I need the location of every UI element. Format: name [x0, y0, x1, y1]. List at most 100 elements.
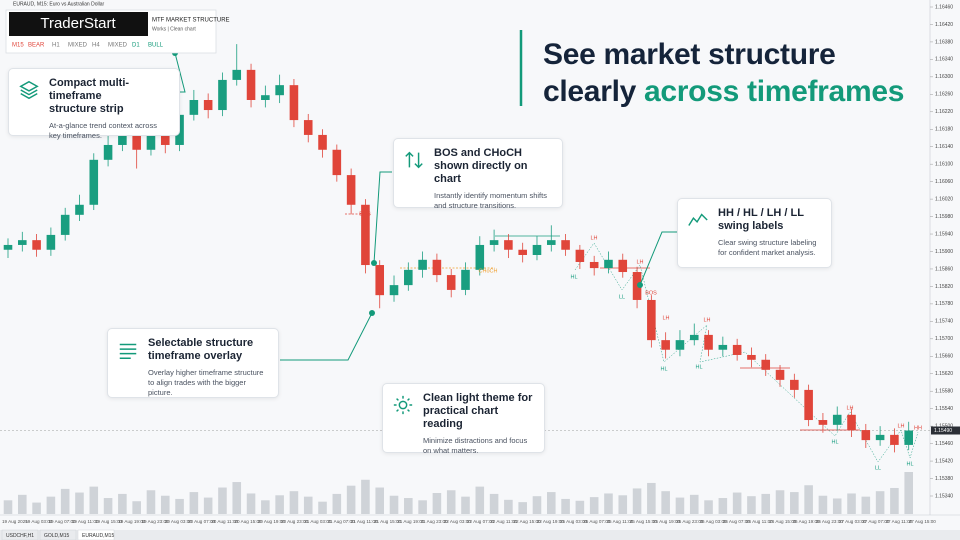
structure-label: HL: [660, 366, 667, 372]
volume-bar: [890, 487, 899, 514]
volume-bar: [32, 502, 41, 514]
structure-label: BOS: [359, 211, 371, 217]
candle-body: [689, 334, 699, 341]
candle-body: [89, 159, 99, 205]
volume-bar: [689, 494, 699, 514]
candle-body: [804, 389, 813, 421]
volume-bar: [46, 496, 56, 514]
title-line: structure strip: [49, 103, 124, 115]
brand-badge: [9, 12, 148, 36]
volume-bar: [632, 488, 642, 514]
volume-bar: [546, 492, 556, 514]
candle-body: [890, 434, 899, 445]
y-tick-label: 1.15340: [935, 493, 953, 499]
y-tick-label: 1.16260: [935, 92, 953, 98]
tab-label[interactable]: USDCHF,H1: [6, 533, 34, 539]
current-price-box: [931, 426, 960, 435]
volume-bar: [661, 491, 670, 514]
candle-body: [275, 85, 284, 96]
candle-body: [618, 259, 628, 273]
structure-label: LL: [875, 465, 881, 471]
candle-body: [375, 265, 385, 296]
volume-bar: [389, 495, 399, 514]
volume-bar: [3, 500, 13, 514]
y-tick-label: 1.16300: [935, 74, 953, 80]
volume-bar: [246, 493, 256, 514]
structure-label: LH: [662, 315, 669, 321]
tab-label[interactable]: GOLD,M15: [44, 533, 70, 539]
x-tick-label: 19 Aug 07:00: [49, 519, 77, 524]
candle-body: [160, 130, 170, 145]
volume-bar: [75, 492, 84, 514]
x-tick-label: 19 Aug 23:00: [142, 519, 170, 524]
title-line: BOS and CHoCH: [434, 147, 522, 159]
volume-bar: [375, 487, 385, 514]
candle-body: [46, 234, 56, 250]
x-tick-label: 21 Aug 07:00: [328, 519, 356, 524]
volume-bar: [818, 495, 828, 514]
y-tick-label: 1.15660: [935, 354, 953, 360]
y-tick-label: 1.15820: [935, 284, 953, 290]
structure-label: LL: [619, 294, 625, 300]
x-tick-label: 25 Aug 15:00: [630, 519, 658, 524]
candle-body: [747, 354, 756, 360]
callout-body: Instantly identify momentum shifts and st…: [434, 191, 554, 211]
connectors: [174, 52, 677, 361]
candle-body: [75, 204, 84, 215]
structure-label: CHoCH: [479, 268, 498, 274]
x-tick-label: 25 Aug 03:00: [560, 519, 588, 524]
callout-card: Clean light theme for practical chart rea…: [382, 383, 545, 455]
y-tick-label: 1.16100: [935, 162, 953, 168]
candle-body: [346, 175, 356, 205]
x-tick-label: 27 Aug 11:00: [886, 519, 913, 524]
connector: [639, 231, 677, 286]
volume-bar: [489, 493, 499, 514]
x-tick-label: 22 Aug 11:00: [490, 519, 517, 524]
volume-bar: [861, 496, 871, 514]
y-tick-label: 1.16460: [935, 4, 953, 10]
x-tick-label: 19 Aug 11:00: [72, 519, 99, 524]
volume-bar: [647, 482, 656, 514]
candle-body: [361, 204, 370, 266]
volume-bar: [146, 490, 156, 514]
timeframe-state: MIXED: [108, 43, 128, 49]
structure-label: LH: [897, 423, 904, 429]
callout-title: Compact multi-timeframe structure strip: [49, 77, 171, 116]
title-line: practical chart reading: [423, 405, 499, 430]
headline-line: clearly across timeframes: [543, 73, 904, 110]
candle-body: [475, 244, 485, 270]
volume-bar: [275, 495, 284, 514]
x-tick-label: 20 Aug 11:00: [211, 519, 238, 524]
tab[interactable]: [1, 529, 39, 540]
x-tick-label: 21 Aug 11:00: [351, 519, 378, 524]
x-tick-label: 26 Aug 15:00: [769, 519, 797, 524]
structure-label: LH: [703, 317, 710, 323]
callout-card: HH / HL / LH / LL swing labels Clear swing…: [677, 198, 832, 268]
tab[interactable]: [77, 529, 115, 540]
y-tick-label: 1.15700: [935, 336, 953, 342]
title-line: swing labels: [718, 220, 784, 232]
current-price-label: 1.15490: [934, 428, 952, 434]
volume-bar: [475, 486, 485, 514]
timeframe: D1: [132, 43, 140, 49]
y-tick-label: 1.15900: [935, 249, 953, 255]
tab[interactable]: [39, 529, 77, 540]
volume-bar: [761, 493, 771, 514]
volume-bar: [261, 500, 270, 514]
candle-body: [518, 249, 527, 255]
callout-title: BOS and CHoCH shown directly on chart: [434, 147, 554, 186]
x-tick-label: 21 Aug 23:00: [421, 519, 449, 524]
candle-body: [546, 240, 556, 245]
structure-label: HH: [914, 425, 922, 431]
headline: See market structure clearly across time…: [543, 36, 904, 110]
title-line: Compact multi-timeframe: [49, 77, 130, 102]
headline-line: See market structure: [543, 38, 836, 71]
volume-bar: [89, 486, 99, 514]
x-tick-label: 19 Aug 03:00: [25, 519, 53, 524]
callout-title: Clean light theme for practical chart rea…: [423, 392, 536, 431]
tab-label[interactable]: EURAUD,M15: [82, 533, 114, 539]
volume-bar: [318, 501, 327, 514]
candle-body: [732, 344, 742, 355]
volume-bar: [446, 490, 456, 514]
candle-body: [203, 99, 213, 111]
